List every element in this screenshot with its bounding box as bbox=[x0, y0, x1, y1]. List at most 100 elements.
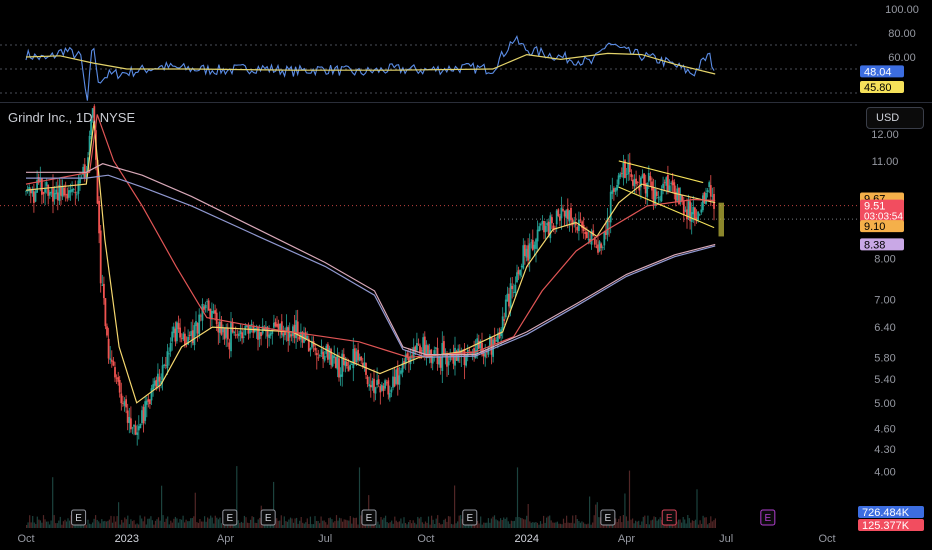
channel-upper-line[interactable] bbox=[618, 160, 704, 184]
candle-body bbox=[179, 327, 181, 338]
volume-bar bbox=[355, 517, 357, 528]
volume-bar bbox=[294, 518, 296, 528]
candle-body bbox=[420, 350, 423, 352]
volume-bar bbox=[498, 521, 500, 528]
volume-bar bbox=[693, 521, 695, 528]
volume-bar bbox=[635, 520, 637, 528]
candle-body bbox=[557, 209, 560, 217]
volume-bar bbox=[52, 477, 54, 528]
volume-bar bbox=[380, 517, 382, 528]
earnings-marker[interactable] bbox=[760, 509, 776, 526]
volume-bar bbox=[312, 524, 315, 528]
volume-bar bbox=[309, 516, 311, 528]
rsi-ma-value-label-bg bbox=[860, 81, 904, 94]
candle-body bbox=[28, 187, 31, 192]
candle-body bbox=[404, 354, 407, 365]
volume-bar bbox=[398, 521, 400, 528]
candle-body bbox=[628, 162, 631, 173]
candle-body bbox=[498, 332, 501, 339]
volume-bar bbox=[497, 520, 499, 528]
candle-body bbox=[164, 364, 167, 366]
volume-bar bbox=[248, 523, 250, 528]
volume-bar bbox=[47, 521, 49, 528]
volume-bar bbox=[452, 524, 454, 528]
volume-bar bbox=[33, 522, 35, 528]
candle-body bbox=[180, 338, 183, 340]
volume-bar bbox=[154, 520, 157, 528]
candle-body bbox=[266, 327, 269, 337]
earnings-marker[interactable] bbox=[260, 509, 276, 526]
price-tick-label: 11.00 bbox=[872, 156, 899, 168]
candle-body bbox=[239, 330, 242, 335]
earnings-marker[interactable] bbox=[71, 509, 87, 526]
candle-body bbox=[298, 336, 301, 340]
earnings-marker[interactable] bbox=[361, 509, 377, 526]
candle-body bbox=[36, 180, 38, 193]
volume-bar bbox=[544, 522, 546, 528]
volume-bar bbox=[111, 522, 114, 528]
target-box[interactable] bbox=[718, 202, 724, 237]
candle-body bbox=[390, 389, 393, 393]
volume-bar bbox=[246, 522, 249, 528]
volume-bar bbox=[326, 524, 328, 528]
volume-bar bbox=[559, 523, 562, 528]
volume-bar bbox=[389, 522, 391, 528]
volume-bar bbox=[523, 519, 525, 528]
volume-bar bbox=[714, 518, 716, 528]
candle-body bbox=[128, 417, 131, 424]
candle-body bbox=[288, 332, 291, 338]
volume-bar bbox=[107, 520, 109, 528]
candle-body bbox=[109, 358, 112, 360]
volume-bar bbox=[98, 521, 100, 528]
volume-bar bbox=[590, 524, 592, 528]
candle-body bbox=[347, 366, 350, 372]
volume-bar bbox=[38, 519, 40, 528]
volume-bar bbox=[500, 518, 502, 528]
candle-body bbox=[655, 191, 658, 196]
time-tick-label: Oct bbox=[417, 533, 434, 545]
volume-bar bbox=[352, 517, 354, 528]
candle-body bbox=[443, 341, 445, 356]
volume-bar bbox=[128, 524, 130, 528]
volume-bar bbox=[358, 467, 361, 528]
candle-body bbox=[217, 324, 220, 333]
volume-bar bbox=[141, 518, 143, 528]
volume-bar bbox=[520, 517, 522, 528]
candle-body bbox=[578, 219, 580, 231]
volume-bar bbox=[409, 520, 411, 528]
volume-bar bbox=[197, 522, 199, 528]
candle-body bbox=[657, 197, 660, 199]
candle-body bbox=[613, 188, 615, 192]
earnings-marker[interactable] bbox=[222, 509, 238, 526]
volume-bar bbox=[495, 519, 497, 528]
volume-bar bbox=[343, 519, 345, 528]
volume-bar bbox=[708, 523, 710, 528]
candle-body bbox=[187, 336, 189, 345]
volume-bar bbox=[32, 516, 34, 528]
earnings-marker[interactable] bbox=[600, 509, 616, 526]
candle-body bbox=[605, 231, 607, 235]
candle-body bbox=[508, 293, 510, 307]
candle-body bbox=[358, 357, 361, 361]
volume-bar bbox=[518, 517, 520, 528]
candle-body bbox=[619, 173, 622, 178]
last-price-bg bbox=[860, 199, 904, 222]
price-tick-label: 4.60 bbox=[874, 423, 895, 435]
candle-body bbox=[250, 323, 253, 325]
volume-bar bbox=[582, 522, 585, 528]
currency-button[interactable]: USD bbox=[866, 107, 924, 129]
volume-bar bbox=[296, 517, 298, 528]
earnings-marker[interactable] bbox=[661, 509, 677, 526]
volume-bar bbox=[506, 517, 508, 528]
candle-body bbox=[141, 410, 143, 424]
earnings-marker[interactable] bbox=[462, 509, 478, 526]
candle-body bbox=[379, 386, 382, 393]
volume-bar bbox=[303, 523, 305, 528]
volume-bar bbox=[483, 522, 485, 528]
channel-lower-line[interactable] bbox=[618, 186, 715, 229]
candle-body bbox=[706, 190, 709, 192]
volume-bar bbox=[704, 517, 706, 528]
candle-body bbox=[546, 222, 548, 226]
candle-body bbox=[334, 356, 337, 368]
